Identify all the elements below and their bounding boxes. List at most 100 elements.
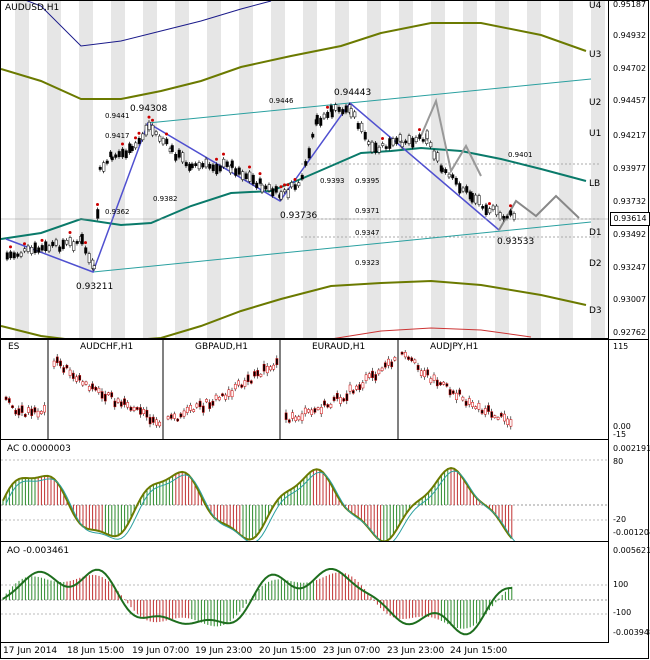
candle-body: [349, 108, 353, 118]
candle-body: [414, 137, 418, 143]
mini-candle-body: [39, 411, 43, 415]
mini-candle-body: [371, 370, 374, 378]
mini-candle-body: [407, 356, 410, 360]
mini-candle-body: [237, 380, 240, 386]
candle-body: [218, 165, 222, 172]
mini-candle-body: [471, 402, 474, 407]
mini-candle-body: [208, 402, 212, 409]
candle-body: [344, 105, 348, 113]
candle-body: [461, 187, 465, 192]
candle-body: [451, 174, 455, 179]
candle-body: [110, 156, 114, 161]
mini-title-audchf: AUDCHF,H1: [80, 342, 134, 352]
mini-candle-body: [30, 408, 34, 416]
candle-body: [47, 245, 51, 252]
mini-candle-body: [246, 374, 250, 382]
mini-candle-body: [316, 407, 320, 411]
level-u3-label: U3: [589, 50, 602, 60]
mini-candle-body: [342, 398, 346, 402]
mini-candle-body: [107, 392, 110, 396]
mini-candle-body: [221, 393, 224, 397]
mini-candle-body: [214, 394, 218, 400]
mini-candle-body: [91, 383, 94, 390]
signal-dot: [121, 142, 124, 146]
price-axis[interactable]: 0.95187 0.94932 0.94702 0.94457 0.94217 …: [608, 0, 650, 339]
session-band: [559, 1, 573, 338]
mini-candle-body: [59, 360, 62, 367]
signal-dot: [286, 183, 290, 187]
candle-body: [87, 253, 91, 263]
ao-tick: -0.003948: [613, 628, 650, 637]
session-band: [15, 1, 29, 338]
mini-candle-body: [332, 396, 336, 401]
mini-candle-body: [240, 384, 244, 388]
signal-dot: [165, 132, 168, 136]
level-label: 0.9323: [355, 259, 380, 267]
mini-candle-body: [483, 408, 487, 415]
mini-candle-body: [400, 351, 404, 355]
mini-candle-body: [439, 382, 442, 386]
candle-body: [208, 163, 212, 169]
level-label: 0.9362: [105, 208, 130, 216]
candle-body: [26, 245, 30, 252]
candle-body: [165, 138, 169, 145]
time-axis[interactable]: 17 Jun 2014 18 Jun 15:00 19 Jun 07:00 19…: [1, 643, 608, 659]
candle-body: [51, 241, 55, 247]
candle-body: [40, 245, 44, 251]
ac-tick: 0.002191: [613, 444, 650, 453]
mini-candle-body: [135, 407, 139, 410]
mini-candle-body: [145, 409, 149, 418]
mini-candle-body: [129, 406, 133, 411]
time-tick: 20 Jun 15:00: [259, 646, 317, 656]
level-label: 0.9395: [355, 177, 380, 185]
mini-candle-body: [269, 366, 272, 371]
ac-signal-line: [2, 467, 513, 541]
mini-candle-body: [307, 409, 310, 413]
mini-candle-body: [43, 405, 46, 413]
candle-body: [384, 146, 388, 149]
mini-candle-body: [116, 398, 120, 403]
swing-label-low-1: 0.93736: [280, 211, 318, 221]
ac-indicator-pane[interactable]: AC 0.0000003: [1, 440, 608, 542]
mini-candle-body: [490, 411, 494, 418]
mini-charts-pane[interactable]: ES AUDCHF,H1 GBPAUD,H1 EURAUD,H1 AUDJPY,…: [1, 339, 608, 440]
candle-body: [194, 163, 198, 167]
signal-dot: [40, 238, 44, 242]
candle-body: [356, 123, 360, 129]
candle-body: [322, 113, 326, 119]
mini-candle-body: [20, 405, 24, 413]
mini-candle-body: [84, 381, 88, 385]
mini-candle-body: [364, 374, 368, 381]
mini-candle-body: [509, 419, 513, 427]
candle-body: [12, 252, 16, 259]
level-label: 0.9393: [320, 177, 345, 185]
session-band: [591, 1, 605, 338]
level-lb-label: LB: [589, 179, 601, 189]
candle-body: [141, 133, 145, 141]
price-tick: 0.93732: [613, 197, 647, 206]
signal-dot: [137, 131, 141, 135]
candle-body: [72, 241, 76, 251]
mini-candle-body: [169, 414, 173, 419]
mini-candle-body: [103, 393, 107, 402]
candle-body: [188, 163, 192, 171]
mini-candle-body: [166, 416, 170, 420]
candle-body: [411, 137, 415, 148]
mini-candle-body: [442, 381, 446, 385]
main-chart-pane[interactable]: AUDUSD,H1 0.94308 0.94443 0.93736 0.9353…: [1, 1, 608, 339]
ao-indicator-pane[interactable]: AO -0.003461: [1, 542, 608, 643]
candle-body: [58, 246, 62, 252]
candle-body: [201, 163, 205, 168]
mini-candle-body: [294, 416, 298, 421]
signal-dot: [258, 172, 262, 176]
level-label: 0.9382: [153, 195, 178, 203]
mini-tick: 115: [613, 342, 629, 351]
mini-candle-body: [256, 370, 260, 377]
chart-symbol-title: AUDUSD,H1: [5, 3, 60, 13]
swing-label-high-2: 0.94443: [334, 88, 372, 98]
candle-body: [234, 168, 238, 176]
level-label: 0.9417: [105, 132, 130, 140]
mini-candle-body: [262, 363, 266, 372]
signal-dot: [23, 242, 26, 246]
level-d1-label: D1: [589, 228, 602, 238]
